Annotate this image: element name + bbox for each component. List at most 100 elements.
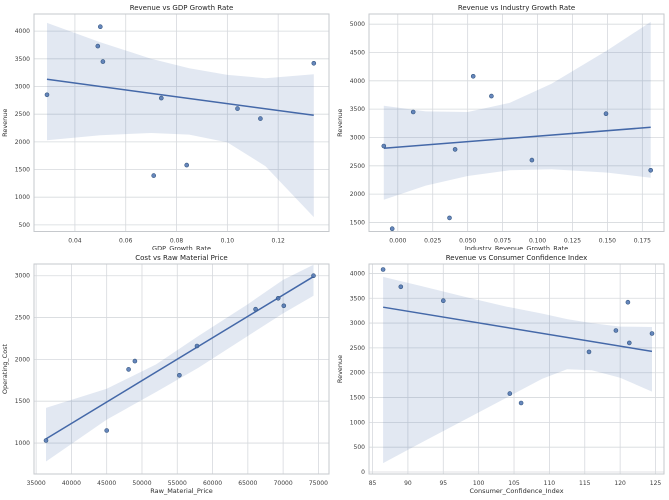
data-point [380, 267, 385, 272]
y-tick-label: 2500 [15, 315, 30, 322]
y-tick-label: 2500 [349, 163, 364, 170]
y-axis-label: Revenue [1, 109, 9, 137]
data-point [275, 295, 281, 301]
x-tick-label: 55000 [168, 480, 187, 487]
regression-line [45, 275, 314, 440]
data-point [470, 74, 475, 79]
x-tick-label: 0.08 [170, 238, 184, 245]
data-point [126, 367, 131, 372]
y-tick-label: 1500 [15, 398, 30, 405]
x-tick-label: 45000 [97, 480, 116, 487]
data-point [488, 93, 494, 99]
x-tick-label: 125 [649, 480, 661, 487]
data-point [159, 95, 164, 101]
x-tick-label: 0.000 [389, 238, 406, 245]
x-tick-label: 40000 [62, 480, 81, 487]
data-point [104, 428, 109, 433]
y-tick-label: 2500 [349, 345, 364, 352]
x-tick-label: 105 [508, 480, 520, 487]
data-point [253, 306, 258, 312]
x-tick-label: 35000 [27, 480, 46, 487]
y-tick-label: 3000 [15, 84, 30, 91]
x-tick-label: 0.06 [119, 238, 133, 245]
y-tick-label: 3500 [349, 106, 364, 113]
x-tick-label: 70000 [274, 480, 293, 487]
data-point [43, 438, 49, 443]
x-axis-label: GDP_Growth_Rate [152, 245, 211, 251]
x-axis-label: Consumer_Confidence_Index [469, 487, 563, 495]
y-tick-label: 1000 [15, 440, 30, 447]
y-tick-label: 3500 [349, 295, 364, 302]
x-tick-label: 90 [404, 480, 412, 487]
data-point [389, 226, 395, 231]
y-tick-label: 1000 [15, 194, 30, 201]
regression-line [46, 78, 314, 117]
data-point [613, 328, 618, 333]
data-point [235, 106, 240, 111]
confidence-band [382, 276, 652, 464]
x-tick-label: 0.150 [598, 238, 615, 245]
x-tick-label: 0.025 [424, 238, 441, 245]
chart-title: Revenue vs Consumer Confidence Index [445, 254, 587, 262]
x-tick-label: 0.075 [494, 238, 511, 245]
y-tick-label: 0 [361, 469, 365, 476]
data-point [184, 162, 189, 168]
data-point [626, 340, 632, 346]
plot-border [368, 13, 664, 232]
x-tick-label: 95 [439, 480, 447, 487]
y-tick-label: 500 [353, 444, 365, 451]
data-point [311, 60, 317, 66]
x-tick-label: 100 [472, 480, 484, 487]
y-tick-label: 500 [19, 222, 31, 229]
data-point [311, 273, 316, 279]
data-point [518, 400, 523, 406]
y-axis-label: Revenue [336, 355, 344, 383]
x-tick-label: 0.04 [68, 238, 82, 245]
y-tick-label: 2000 [15, 356, 30, 363]
data-point [446, 215, 452, 221]
x-tick-label: 0.050 [459, 238, 476, 245]
x-tick-label: 75000 [309, 480, 328, 487]
data-point [452, 147, 457, 152]
y-tick-label: 4000 [349, 78, 364, 85]
subplot-revenue-vs-gdp-growth-rate: 0.04 0.06 0.08 0.10 0.12 500 1000 1500 2000 2500 3… [1, 4, 330, 251]
y-tick-label: 5000 [349, 21, 364, 28]
y-tick-label: 4000 [15, 28, 30, 35]
regression-line [383, 126, 651, 149]
x-tick-label: 50000 [132, 480, 151, 487]
data-point [258, 116, 263, 121]
x-tick-label: 115 [579, 480, 591, 487]
subplot-revenue-vs-industry-growth-rate: 0.000 0.025 0.050 0.075 0.100 0.125 0.150 0.175… [336, 4, 664, 250]
x-tick-label: 85 [368, 480, 376, 487]
y-tick-label: 1500 [349, 219, 364, 226]
data-point [603, 111, 608, 116]
data-point [98, 24, 103, 30]
y-tick-label: 3500 [15, 56, 30, 63]
x-tick-label: 110 [543, 480, 555, 487]
x-tick-label: 120 [614, 480, 626, 487]
data-point [132, 358, 138, 364]
x-tick-label: 60000 [203, 480, 222, 487]
chart-title: Revenue vs Industry Growth Rate [457, 4, 574, 12]
y-tick-label: 2000 [349, 191, 364, 198]
regression-line [382, 306, 652, 353]
y-tick-label: 3000 [349, 134, 364, 141]
y-tick-label: 2000 [349, 370, 364, 377]
data-point [100, 59, 106, 64]
data-point [281, 303, 287, 309]
data-point [440, 298, 446, 304]
confidence-band [47, 22, 314, 218]
confidence-band [383, 21, 651, 200]
x-tick-label: 0.125 [563, 238, 580, 245]
data-point [95, 43, 101, 49]
confidence-band [46, 264, 314, 462]
chart-title: Cost vs Raw Material Price [135, 254, 228, 262]
data-point [194, 343, 200, 349]
plot-border [33, 263, 330, 475]
data-point [398, 284, 403, 290]
x-axis-label: Raw_Material_Price [150, 487, 212, 495]
chart-title: Revenue vs GDP Growth Rate [130, 4, 234, 12]
data-point [529, 157, 534, 163]
data-point [586, 349, 591, 355]
